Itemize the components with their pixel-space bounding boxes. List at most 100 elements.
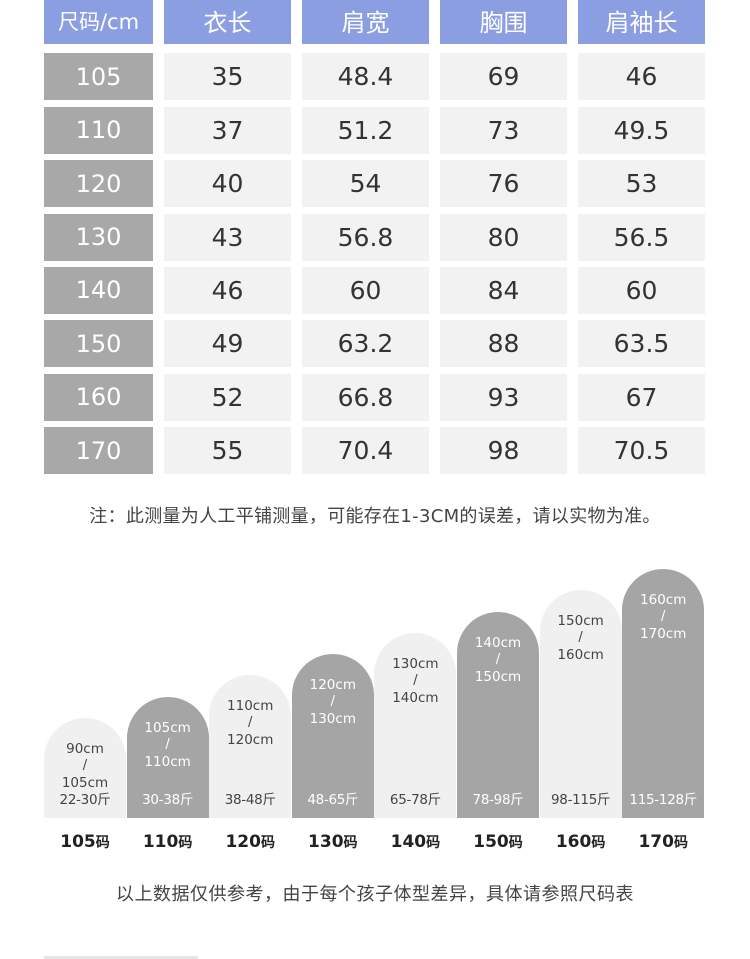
value-cell: 49 — [164, 320, 291, 368]
bar-weight-range: 78-98斤 — [472, 792, 524, 808]
height-low: 90cm — [66, 741, 104, 757]
size-label: 170码 — [622, 832, 704, 852]
height-low: 105cm — [144, 719, 191, 736]
size-unit: 码 — [591, 835, 606, 851]
value-cell: 46 — [578, 53, 705, 101]
height-high: 120cm — [227, 732, 274, 749]
divider — [44, 956, 198, 959]
size-table: 尺码/cm 衣长 肩宽 胸围 肩袖长 105 35 48.4 69 46 110 37 51.… — [44, 0, 705, 481]
bar-height-range: 130cm/140cm — [392, 655, 438, 707]
size-number: 170 — [638, 832, 674, 852]
value-cell: 46 — [164, 266, 291, 314]
value-cell: 70.4 — [302, 427, 429, 475]
size-number: 105 — [60, 832, 96, 852]
range-separator: / — [247, 715, 253, 731]
value-cell: 56.5 — [578, 213, 705, 261]
height-weight-chart: 90cm/105cm 22-30斤 105cm/110cm 30-38斤 110cm/1… — [44, 560, 706, 818]
table-row: 140 46 60 84 60 — [44, 266, 705, 320]
value-cell: 60 — [578, 266, 705, 314]
table-row: 105 35 48.4 69 46 — [44, 53, 705, 106]
header-shoulder: 肩宽 — [302, 0, 429, 44]
header-sleeve: 肩袖长 — [578, 0, 705, 44]
table-row: 150 49 63.2 88 63.5 — [44, 320, 705, 373]
table-header-row: 尺码/cm 衣长 肩宽 胸围 肩袖长 — [44, 0, 705, 53]
chart-bar: 160cm/170cm 115-128斤 — [622, 568, 705, 818]
table-row: 130 43 56.8 80 56.5 — [44, 213, 705, 267]
value-cell: 54 — [302, 160, 429, 208]
chart-bar: 105cm/110cm 30-38斤 — [126, 696, 209, 818]
size-cell: 170 — [44, 427, 153, 475]
size-label: 150码 — [457, 832, 539, 852]
value-cell: 76 — [440, 160, 567, 208]
size-unit: 码 — [260, 835, 275, 851]
size-number: 120 — [225, 832, 261, 852]
size-number: 130 — [308, 832, 344, 852]
value-cell: 80 — [440, 213, 567, 261]
size-unit: 码 — [673, 835, 688, 851]
height-high: 170cm — [640, 625, 687, 642]
size-label: 120码 — [209, 832, 291, 852]
value-cell: 35 — [164, 53, 291, 101]
range-separator: / — [82, 758, 88, 773]
chart-bar: 140cm/150cm 78-98斤 — [457, 611, 539, 818]
header-size: 尺码/cm — [44, 0, 153, 44]
bar-height-range: 160cm/170cm — [640, 591, 686, 643]
bar-weight-range: 30-38斤 — [142, 792, 194, 808]
table-row: 160 52 66.8 93 67 — [44, 373, 705, 427]
bar-weight-range: 115-128斤 — [629, 792, 697, 808]
size-cell: 140 — [44, 266, 153, 314]
height-low: 140cm — [474, 634, 522, 651]
value-cell: 40 — [164, 160, 291, 208]
bar-weight-range: 48-65斤 — [307, 792, 359, 808]
size-cell: 105 — [44, 53, 153, 101]
height-low: 150cm — [557, 613, 604, 630]
value-cell: 73 — [440, 106, 567, 154]
measurement-note: 注：此测量为人工平铺测量，可能存在1-3CM的误差，请以实物为准。 — [89, 506, 661, 527]
size-number: 110 — [142, 832, 179, 852]
height-high: 160cm — [557, 647, 604, 664]
size-label: 110码 — [127, 832, 209, 852]
chart-bar: 130cm/140cm 65-78斤 — [374, 632, 457, 818]
size-number: 150 — [473, 832, 509, 852]
chart-bar: 110cm/120cm 38-48斤 — [209, 675, 292, 818]
value-cell: 56.8 — [302, 213, 429, 261]
size-label: 130码 — [292, 832, 374, 852]
value-cell: 63.5 — [578, 320, 705, 368]
size-unit: 码 — [508, 835, 523, 851]
value-cell: 66.8 — [302, 373, 429, 421]
height-high: 140cm — [392, 689, 439, 706]
bar-weight-range: 98-115斤 — [550, 792, 611, 808]
footer-note: 以上数据仅供参考，由于每个孩子体型差异，具体请参照尺码表 — [116, 884, 634, 905]
value-cell: 48.4 — [302, 53, 429, 101]
range-separator: / — [495, 651, 501, 667]
value-cell: 67 — [578, 373, 705, 421]
range-separator: / — [660, 608, 666, 624]
size-label: 105码 — [44, 832, 126, 852]
size-cell: 120 — [44, 160, 153, 208]
bar-weight-range: 38-48斤 — [224, 792, 276, 808]
value-cell: 49.5 — [578, 106, 705, 154]
value-cell: 84 — [440, 266, 567, 314]
range-separator: / — [413, 672, 418, 688]
size-number: 160 — [555, 832, 592, 852]
chart-bar: 150cm/160cm 98-115斤 — [539, 590, 622, 818]
height-high: 130cm — [309, 711, 356, 728]
height-high: 105cm — [61, 775, 109, 791]
height-low: 160cm — [640, 591, 687, 608]
size-unit: 码 — [343, 835, 358, 851]
size-cell: 130 — [44, 213, 153, 261]
bar-height-range: 120cm/130cm — [310, 676, 356, 728]
height-low: 130cm — [392, 655, 439, 672]
table-row: 110 37 51.2 73 49.5 — [44, 106, 705, 160]
bar-height-range: 105cm/110cm — [144, 719, 190, 771]
bar-weight-range: 22-30斤 — [59, 792, 111, 808]
value-cell: 93 — [440, 373, 567, 421]
height-low: 110cm — [227, 698, 274, 715]
size-label: 140码 — [374, 832, 456, 852]
bar-height-range: 110cm/120cm — [227, 697, 273, 749]
value-cell: 63.2 — [302, 320, 429, 368]
chart-bar: 120cm/130cm 48-65斤 — [291, 654, 374, 818]
range-separator: / — [165, 736, 170, 752]
value-cell: 88 — [440, 320, 567, 368]
size-number: 140 — [390, 832, 427, 852]
